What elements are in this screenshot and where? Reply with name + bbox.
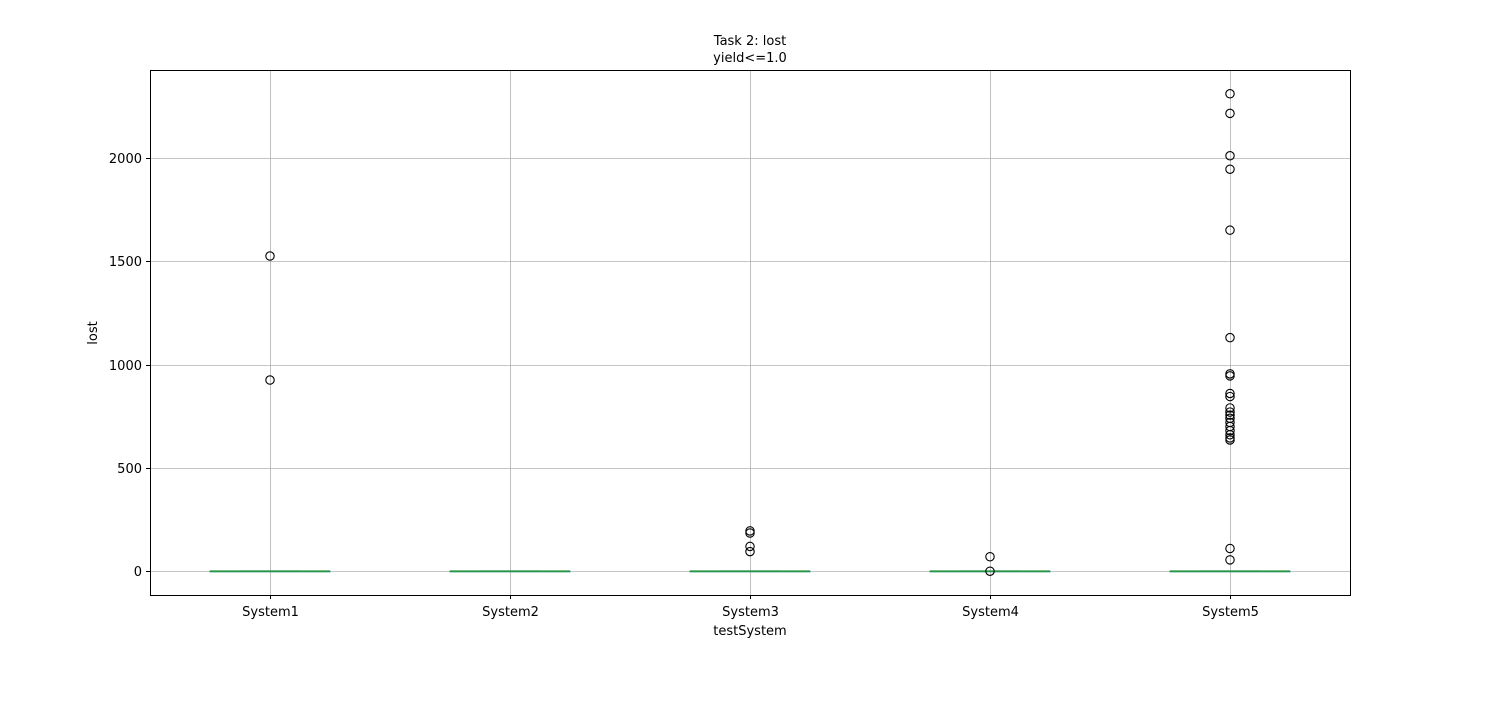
y-tick-label: 0	[134, 565, 142, 580]
y-tick-label: 1500	[109, 255, 142, 270]
y-tick-label: 1000	[109, 359, 142, 374]
grid-layer	[150, 70, 1350, 595]
outlier-point	[265, 375, 275, 385]
chart-title: Task 2: lost	[713, 34, 786, 49]
outlier-point	[745, 546, 755, 557]
y-axis-label: lost	[86, 321, 101, 344]
outlier-layer	[265, 89, 1235, 576]
outlier-point	[1225, 417, 1235, 428]
outlier-point	[1225, 371, 1235, 381]
box-layer	[209, 570, 1291, 573]
outlier-point	[1225, 543, 1235, 554]
outlier-point	[1225, 413, 1235, 424]
y-tick-label: 500	[117, 462, 142, 477]
outlier-point	[745, 541, 755, 552]
outlier-point	[1225, 151, 1235, 161]
y-tick-label: 2000	[109, 152, 142, 167]
outlier-point	[265, 251, 275, 261]
outlier-point	[1225, 89, 1235, 99]
outlier-point	[1225, 433, 1235, 443]
outlier-point	[1225, 403, 1235, 413]
outlier-point	[1225, 388, 1235, 399]
outlier-point	[985, 566, 995, 576]
x-axis-label: testSystem	[713, 624, 786, 639]
outlier-point	[1225, 332, 1235, 343]
outlier-point	[1225, 225, 1235, 235]
outlier-point	[1225, 108, 1235, 119]
outlier-point	[1225, 164, 1235, 174]
outlier-point	[745, 528, 755, 538]
outlier-point	[745, 526, 755, 536]
outlier-point	[1225, 391, 1235, 402]
x-tick-label: System3	[722, 605, 779, 620]
tick-layer: 0 500 1000 1500 2000 System1 System2 System3 Sys…	[109, 152, 1259, 620]
x-tick-label: System2	[482, 605, 539, 620]
outlier-point	[1225, 407, 1235, 417]
outlier-point	[1225, 410, 1235, 420]
x-tick-label: System4	[962, 605, 1019, 620]
outlier-point	[1225, 555, 1235, 565]
x-tick-label: System1	[242, 605, 299, 620]
outlier-point	[985, 552, 995, 562]
chart-subtitle: yield<=1.0	[713, 51, 787, 66]
x-tick-label: System5	[1202, 605, 1259, 620]
outlier-point	[1225, 369, 1235, 379]
